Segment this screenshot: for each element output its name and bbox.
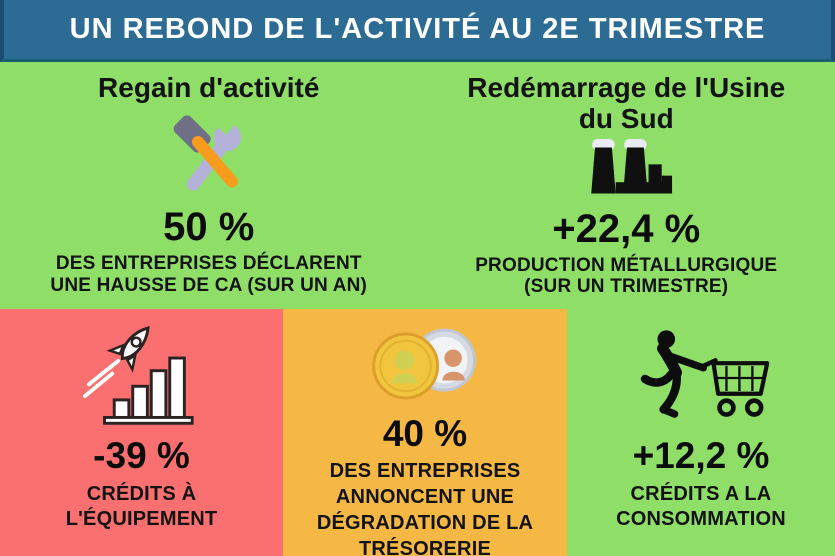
- stat-equipment-caption: CRÉDITS À L'ÉQUIPEMENT: [65, 482, 218, 530]
- factory-icon: [574, 137, 678, 203]
- hammer-wrench-icon: [163, 105, 255, 201]
- stat-usine-caption: PRODUCTION MÉTALLURGIQUE (SUR UN TRIMEST…: [475, 254, 778, 297]
- stat-usine-value: +22,4 %: [552, 206, 701, 251]
- stat-usine: Redémarrage de l'Usine du Sud +22,4 % PR…: [418, 62, 835, 309]
- stat-consommation-panel: +12,2 % CRÉDITS A LA CONSOMMATION: [567, 309, 835, 556]
- top-stats-row: Regain d'activité 50 % DES ENTREPRI: [0, 62, 835, 309]
- stat-activity: Regain d'activité 50 % DES ENTREPRI: [0, 62, 418, 309]
- title-banner: UN REBOND DE L'ACTIVITÉ AU 2E TRIMESTRE: [0, 0, 835, 62]
- stat-tresorerie-panel: 40 % DES ENTREPRISES ANNONCENT UNE DÉGRA…: [283, 309, 567, 556]
- stat-consommation-caption: CRÉDITS A LA CONSOMMATION: [616, 482, 786, 530]
- stat-consommation-value: +12,2 %: [632, 435, 770, 476]
- rocket-bar-chart-icon: [81, 319, 203, 437]
- stat-activity-heading: Regain d'activité: [98, 72, 320, 103]
- stat-activity-caption: DES ENTREPRISES DÉCLARENT UNE HAUSSE DE …: [50, 253, 368, 296]
- page-title: UN REBOND DE L'ACTIVITÉ AU 2E TRIMESTRE: [69, 13, 766, 45]
- stat-tresorerie-value: 40 %: [382, 413, 468, 454]
- stat-tresorerie-caption: DES ENTREPRISES ANNONCENT UNE DÉGRADATIO…: [316, 459, 534, 556]
- runner-shopping-cart-icon: [620, 319, 782, 437]
- bottom-stats-row: -39 % CRÉDITS À L'ÉQUIPEMENT: [0, 309, 835, 556]
- stat-equipment-panel: -39 % CRÉDITS À L'ÉQUIPEMENT: [0, 309, 283, 556]
- stat-activity-value: 50 %: [163, 205, 255, 250]
- stat-equipment-value: -39 %: [93, 435, 190, 476]
- coins-icon: [362, 323, 488, 407]
- stat-usine-heading: Redémarrage de l'Usine du Sud: [467, 72, 786, 135]
